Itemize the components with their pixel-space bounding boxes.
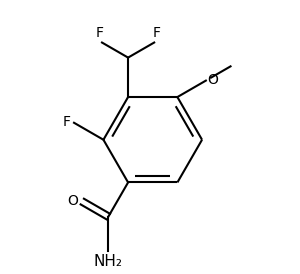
Text: F: F <box>95 26 103 40</box>
Text: F: F <box>63 115 71 129</box>
Text: NH₂: NH₂ <box>94 254 123 269</box>
Text: O: O <box>67 194 78 208</box>
Text: F: F <box>152 26 160 40</box>
Text: O: O <box>207 73 218 87</box>
